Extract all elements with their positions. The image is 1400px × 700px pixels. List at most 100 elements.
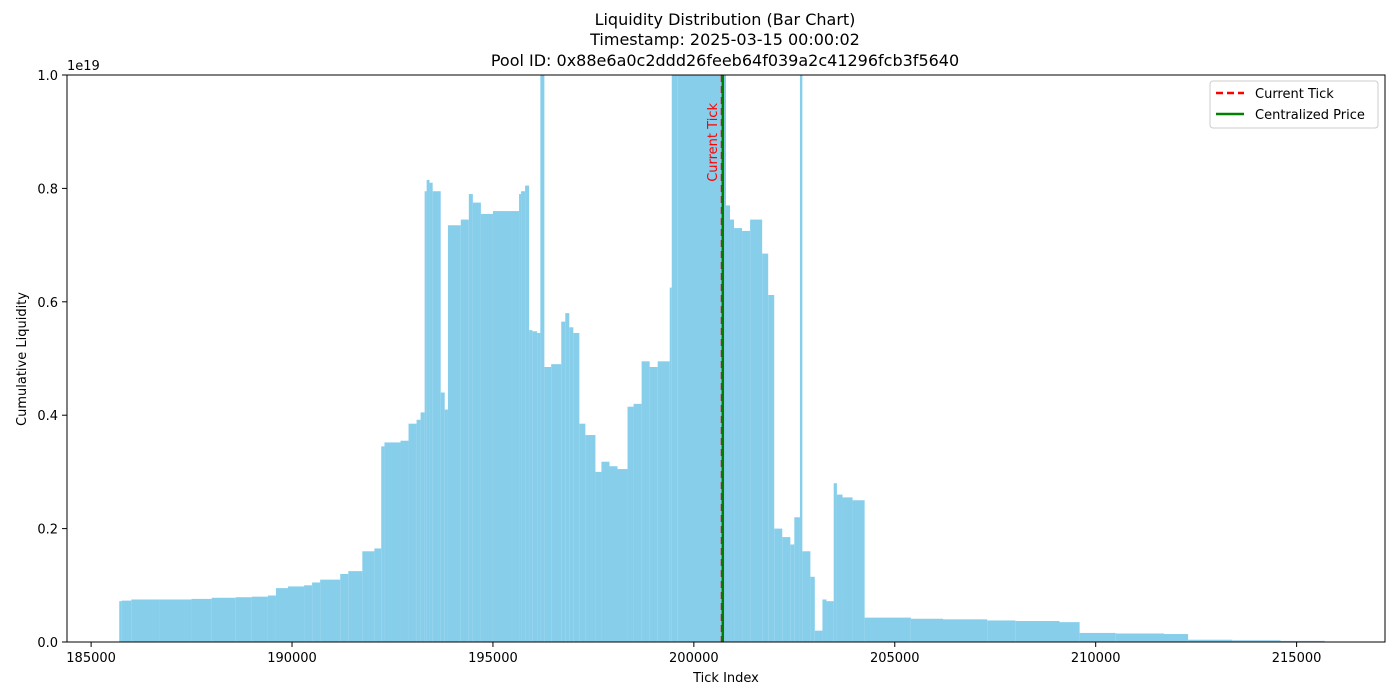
- bar: [627, 406, 634, 642]
- bar: [649, 367, 658, 642]
- bar: [1188, 639, 1233, 642]
- bar: [525, 185, 530, 642]
- bar: [910, 618, 943, 642]
- bar: [492, 211, 512, 642]
- bar: [235, 597, 252, 642]
- bar: [852, 500, 865, 642]
- bar: [1015, 621, 1060, 642]
- bar: [529, 330, 533, 642]
- bar: [1115, 633, 1164, 642]
- plot-frame: [66, 74, 1386, 643]
- bar: [750, 219, 763, 642]
- x-tick-label: 215000: [1272, 651, 1322, 666]
- bar: [432, 191, 441, 643]
- bar: [532, 331, 538, 642]
- bar: [275, 588, 288, 642]
- chart-title-line-1: Liquidity Distribution (Bar Chart): [595, 10, 856, 29]
- bar: [340, 573, 349, 642]
- bar: [790, 544, 795, 642]
- bar: [374, 548, 382, 642]
- legend-box: [1209, 80, 1379, 129]
- y-tick-label: 0.4: [37, 409, 58, 424]
- bar: [669, 287, 672, 643]
- bar: [641, 361, 650, 642]
- bar: [460, 219, 469, 642]
- bar: [511, 211, 520, 642]
- bar: [810, 576, 815, 642]
- bar: [768, 295, 775, 642]
- bar: [726, 205, 731, 642]
- bar: [671, 75, 678, 642]
- bar: [191, 598, 212, 642]
- bar: [799, 75, 803, 642]
- bar: [585, 435, 596, 642]
- bar: [480, 213, 493, 643]
- bar: [320, 579, 341, 642]
- bar: [381, 446, 385, 642]
- y-tick-label: 1.0: [37, 69, 58, 84]
- bar: [1163, 634, 1189, 642]
- bar: [742, 230, 751, 642]
- bar: [544, 367, 552, 642]
- bar: [420, 412, 425, 642]
- bar: [609, 466, 618, 642]
- bar: [595, 471, 602, 642]
- y-tick-label: 0.2: [37, 523, 58, 538]
- y-offset-text: 1e19: [67, 59, 100, 74]
- bar: [159, 599, 192, 642]
- bar: [551, 364, 562, 642]
- bar: [987, 620, 1016, 642]
- bar: [424, 191, 427, 643]
- bar: [1280, 640, 1325, 642]
- chart-title-line-3: Pool ID: 0x88e6a0c2ddd26feeb64f039a2c412…: [491, 51, 959, 70]
- x-tick-label: 200000: [669, 651, 719, 666]
- bar: [521, 191, 526, 643]
- bar: [677, 75, 726, 642]
- bar: [131, 599, 160, 642]
- y-axis-label: Cumulative Liquidity: [15, 292, 30, 426]
- x-tick-label: 195000: [468, 651, 518, 666]
- bar: [942, 619, 988, 642]
- bar: [211, 597, 236, 642]
- bar: [826, 601, 834, 642]
- bar: [121, 600, 132, 642]
- bar: [833, 483, 837, 642]
- bar: [447, 225, 461, 642]
- bar: [633, 403, 642, 642]
- bar: [657, 361, 670, 642]
- bar: [267, 595, 276, 642]
- bar: [519, 194, 522, 642]
- bar: [842, 497, 853, 642]
- bar: [561, 321, 566, 642]
- legend: Current Tick Centralized Price: [1209, 80, 1379, 129]
- bar: [408, 423, 417, 642]
- bar: [1232, 640, 1281, 642]
- y-axis-ticks: 0.0 0.2 0.4 0.6 0.8 1.0: [37, 69, 67, 651]
- bar: [472, 202, 481, 642]
- bar: [400, 440, 409, 642]
- y-tick-label: 0.8: [37, 182, 58, 197]
- bar: [384, 442, 401, 642]
- bar: [251, 596, 268, 642]
- x-axis-ticks: 185000 190000 195000 200000 205000 210000 2150…: [66, 642, 1321, 666]
- bar: [569, 327, 574, 642]
- bar: [416, 419, 421, 642]
- bar: [822, 599, 827, 642]
- chart-title: Liquidity Distribution (Bar Chart) Times…: [491, 10, 959, 70]
- bar: [836, 494, 843, 642]
- bar: [774, 528, 783, 642]
- bar: [540, 75, 545, 642]
- bar: [782, 537, 791, 642]
- bar-series: [119, 75, 1325, 643]
- bar: [565, 313, 570, 642]
- x-axis-label: Tick Index: [692, 671, 759, 686]
- bar: [348, 571, 363, 643]
- bar: [579, 423, 586, 642]
- bar: [444, 409, 448, 642]
- bar: [762, 253, 769, 642]
- bar: [814, 630, 823, 642]
- bar: [730, 219, 735, 642]
- x-tick-label: 205000: [870, 651, 920, 666]
- bar: [362, 551, 375, 642]
- bar: [794, 517, 800, 642]
